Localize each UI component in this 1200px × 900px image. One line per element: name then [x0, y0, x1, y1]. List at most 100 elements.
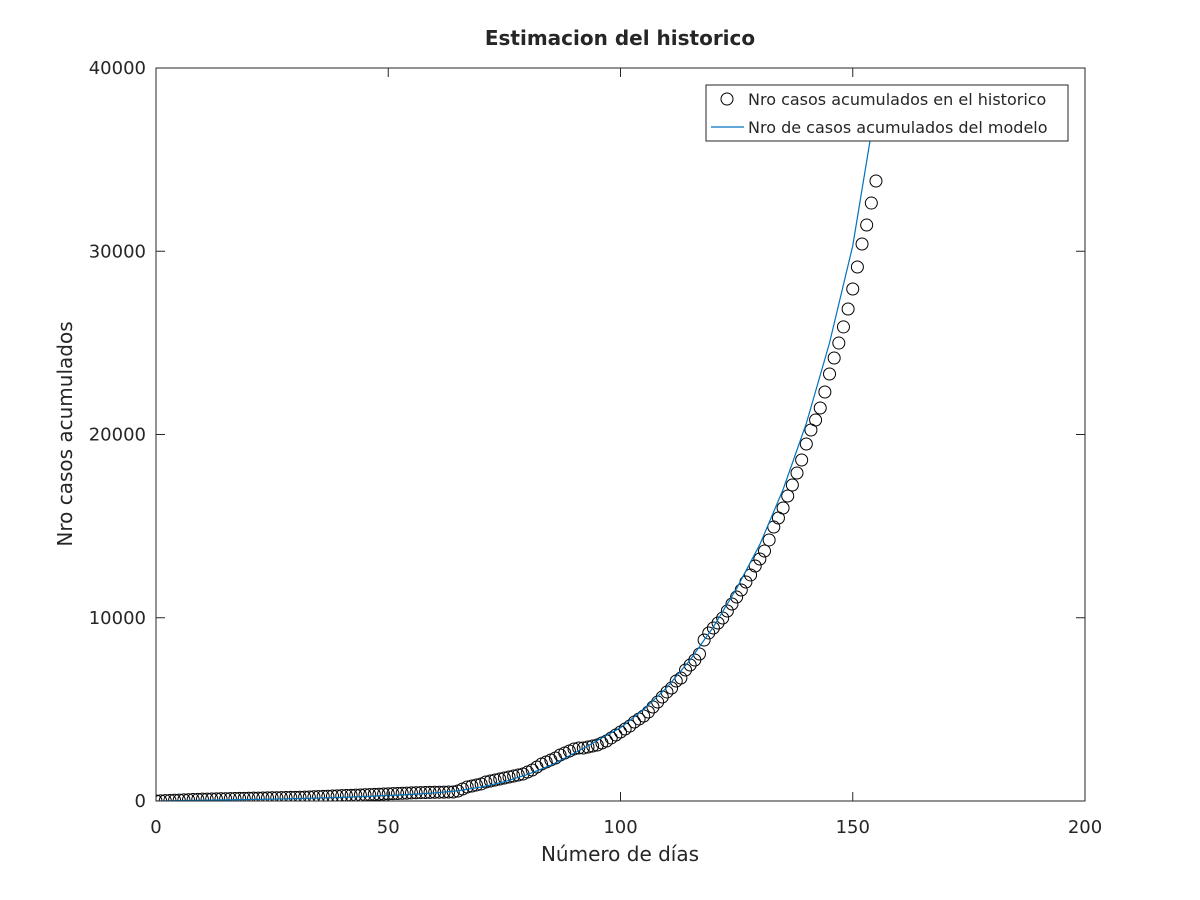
- data-point: [790, 466, 804, 480]
- data-point: [497, 771, 511, 785]
- x-tick-label: 0: [150, 817, 161, 838]
- data-point: [850, 260, 864, 274]
- y-tick-label: 10000: [89, 608, 146, 629]
- data-point: [228, 792, 242, 801]
- data-point: [753, 552, 767, 566]
- x-tick-label: 150: [836, 817, 870, 838]
- data-point: [404, 786, 418, 800]
- data-point: [869, 174, 883, 188]
- data-point: [391, 786, 405, 800]
- data-point: [265, 791, 279, 801]
- data-point: [836, 320, 850, 334]
- y-tick-label: 30000: [89, 241, 146, 262]
- legend-label: Nro de casos acumulados del modelo: [748, 118, 1048, 137]
- data-point: [195, 792, 209, 801]
- data-point: [502, 770, 516, 784]
- data-point: [242, 791, 256, 801]
- data-point: [483, 774, 497, 788]
- data-point: [182, 793, 196, 801]
- data-point: [372, 787, 386, 801]
- data-point: [641, 705, 655, 719]
- data-point: [799, 437, 813, 451]
- data-point: [660, 685, 674, 699]
- data-point: [855, 237, 869, 251]
- data-point: [748, 559, 762, 573]
- data-point: [237, 791, 251, 801]
- y-tick-label: 40000: [89, 58, 146, 79]
- data-point: [409, 786, 423, 800]
- data-point: [832, 336, 846, 350]
- legend: Nro casos acumulados en el historico Nro …: [705, 84, 1069, 142]
- data-point: [260, 791, 274, 801]
- model-line: [156, 104, 877, 801]
- data-point: [488, 773, 502, 787]
- data-point: [757, 544, 771, 558]
- data-point: [776, 501, 790, 515]
- data-point: [209, 792, 223, 801]
- data-point: [284, 790, 298, 801]
- data-point: [711, 616, 725, 630]
- data-point: [256, 791, 270, 801]
- data-point: [339, 789, 353, 801]
- data-point: [395, 786, 409, 800]
- data-point: [493, 772, 507, 786]
- data-point: [219, 792, 233, 801]
- data-point: [316, 789, 330, 801]
- data-point: [465, 779, 479, 793]
- data-point: [841, 302, 855, 316]
- data-point: [414, 786, 428, 800]
- data-point: [274, 791, 288, 801]
- data-point: [205, 792, 219, 801]
- data-point: [349, 788, 363, 801]
- data-point: [330, 789, 344, 801]
- data-point: [809, 413, 823, 427]
- data-point: [781, 489, 795, 503]
- data-point: [567, 742, 581, 756]
- data-point: [214, 792, 228, 801]
- data-point: [312, 790, 326, 801]
- data-point: [813, 401, 827, 415]
- data-point: [818, 385, 832, 399]
- data-point: [679, 663, 693, 677]
- y-tick-label: 0: [135, 791, 146, 812]
- data-point: [326, 789, 340, 801]
- x-tick-label: 50: [377, 817, 400, 838]
- data-point: [827, 351, 841, 365]
- y-tick-label: 20000: [89, 425, 146, 446]
- data-point: [293, 790, 307, 801]
- data-point: [223, 792, 237, 801]
- data-point: [251, 791, 265, 801]
- data-point: [386, 787, 400, 801]
- data-point: [762, 533, 776, 547]
- data-point: [479, 775, 493, 789]
- legend-marker: [720, 92, 734, 106]
- data-point: [367, 787, 381, 801]
- data-point: [702, 626, 716, 640]
- x-axis-label: Número de días: [541, 842, 699, 866]
- x-tick-label: 200: [1068, 817, 1102, 838]
- data-point: [692, 647, 706, 661]
- data-point: [233, 791, 247, 801]
- data-point: [581, 740, 595, 754]
- data-point: [335, 789, 349, 801]
- data-point: [470, 778, 484, 792]
- legend-box: [705, 84, 1069, 142]
- x-tick-label: 100: [603, 817, 637, 838]
- data-point: [576, 741, 590, 755]
- data-point: [725, 597, 739, 611]
- data-point: [191, 792, 205, 801]
- data-point: [864, 196, 878, 210]
- data-point: [823, 367, 837, 381]
- data-point: [200, 792, 214, 801]
- data-point: [697, 633, 711, 647]
- data-point: [860, 218, 874, 232]
- legend-label: Nro casos acumulados en el historico: [748, 90, 1046, 109]
- data-point: [247, 791, 261, 801]
- data-point: [846, 282, 860, 296]
- data-point: [298, 790, 312, 801]
- data-point: [730, 590, 744, 604]
- data-point: [344, 788, 358, 801]
- data-point: [307, 790, 321, 801]
